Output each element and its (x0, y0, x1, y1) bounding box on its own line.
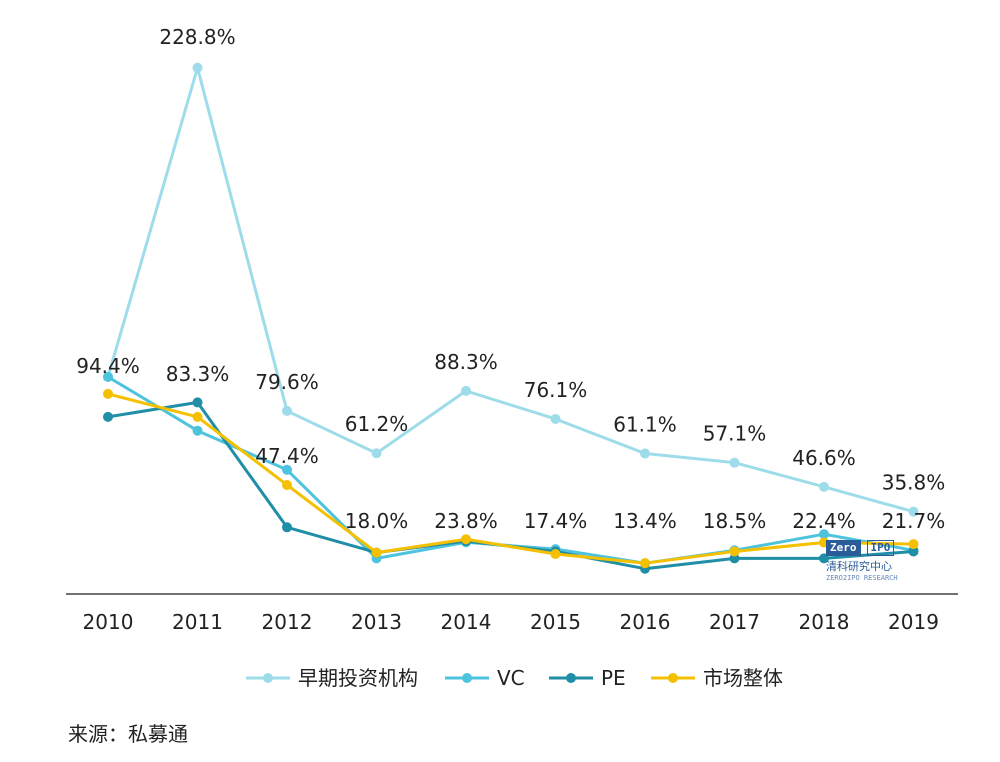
data-label-market: 17.4% (524, 509, 588, 533)
series-point (282, 522, 292, 533)
source-note: 来源：私募通 (68, 722, 188, 746)
data-label-market: 18.0% (345, 509, 409, 533)
series-point (729, 457, 740, 468)
series-point (461, 385, 471, 396)
data-label-top: 228.8% (159, 25, 235, 49)
data-label: 94.4% (76, 354, 140, 378)
series-line-0 (106, 66, 914, 514)
x-tick-label: 2010 (83, 610, 134, 634)
x-tick-label: 2015 (530, 610, 581, 634)
line-chart: 2010 2011 2012 2013 2014 2015 2016 2017 2018 2019… (66, 25, 958, 690)
series-point (640, 448, 650, 459)
series-point (192, 397, 203, 408)
series-point (908, 506, 919, 517)
watermark-box-1: Zero (826, 540, 861, 556)
watermark-subtext: ZERO2IPO RESEARCH (826, 574, 898, 582)
data-label-market: 13.4% (613, 509, 677, 533)
data-label: 35.8% (882, 471, 946, 495)
series-point (103, 388, 113, 399)
x-tick-label: 2011 (172, 610, 223, 634)
series-point (819, 481, 829, 492)
legend-label: VC (497, 666, 525, 690)
data-label-market: 18.5% (703, 509, 767, 533)
data-label-market: 21.7% (882, 509, 946, 533)
series-point (908, 539, 919, 550)
series-point (640, 558, 650, 569)
series-point (550, 548, 561, 559)
watermark-box-2: IPO (866, 540, 895, 556)
series-point (461, 534, 471, 545)
x-tick-label: 2014 (441, 610, 492, 634)
legend-marker (668, 673, 678, 683)
data-label: 83.3% (166, 362, 230, 386)
series-point (282, 464, 292, 475)
series-point (192, 411, 203, 422)
data-label: 61.2% (345, 412, 409, 436)
data-label: 76.1% (524, 378, 588, 402)
series-point (192, 62, 203, 73)
legend-marker (462, 673, 472, 683)
series-point (729, 553, 740, 564)
data-label: 79.6% (255, 370, 319, 394)
series-point (282, 479, 292, 490)
series-point (550, 413, 561, 424)
data-label-market: 22.4% (792, 509, 856, 533)
x-tick-label: 2019 (888, 610, 939, 634)
data-label: 46.6% (792, 446, 856, 470)
series-point (729, 546, 740, 557)
series-line-3 (107, 392, 914, 565)
series-point (282, 405, 292, 416)
x-tick-label: 2018 (799, 610, 850, 634)
data-label: 88.3% (434, 350, 498, 374)
x-tick-label: 2013 (351, 610, 402, 634)
x-tick-label: 2012 (262, 610, 313, 634)
legend-label: PE (601, 666, 626, 690)
data-label-market: 47.4% (255, 444, 319, 468)
series-point (192, 425, 203, 436)
series-point (371, 448, 382, 459)
data-label: 57.1% (703, 422, 767, 446)
series-point (103, 411, 113, 422)
watermark-text: 清科研究中心 (826, 560, 892, 573)
data-label-market: 23.8% (434, 509, 498, 533)
watermark: Zero IPO 清科研究中心 ZERO2IPO RESEARCH (826, 540, 906, 586)
series-point (908, 546, 919, 557)
series-point (819, 529, 829, 540)
series-line-2 (107, 400, 914, 571)
data-label: 61.1% (613, 412, 677, 436)
legend-marker (566, 673, 576, 683)
legend-label: 早期投资机构 (298, 666, 418, 690)
series-point (103, 371, 113, 382)
x-tick-label: 2016 (620, 610, 671, 634)
legend-marker (263, 673, 273, 683)
x-tick-label: 2017 (709, 610, 760, 634)
series-point (371, 547, 382, 558)
legend-label: 市场整体 (703, 666, 783, 690)
